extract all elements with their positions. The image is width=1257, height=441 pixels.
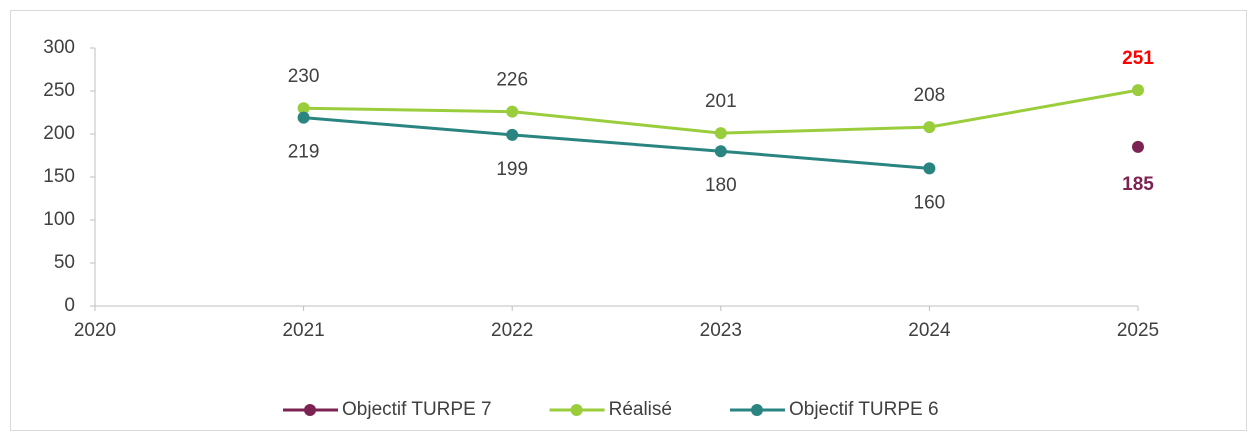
y-tick-label: 250 bbox=[43, 80, 75, 101]
point bbox=[1132, 140, 1144, 153]
legend-marker bbox=[570, 404, 583, 416]
y-tick-label: 200 bbox=[43, 123, 75, 144]
data-label: 219 bbox=[288, 142, 320, 163]
x-tick-label: 2022 bbox=[491, 320, 533, 341]
data-label: 201 bbox=[705, 91, 737, 112]
y-tick-label: 50 bbox=[54, 252, 75, 273]
x-tick-label: 2024 bbox=[908, 320, 951, 341]
data-label: 199 bbox=[496, 159, 528, 180]
legend-label: Objectif TURPE 6 bbox=[789, 399, 939, 420]
chart-border bbox=[10, 10, 1247, 431]
point bbox=[297, 102, 310, 115]
point bbox=[714, 127, 727, 140]
legend-marker bbox=[304, 404, 316, 416]
point bbox=[297, 111, 310, 124]
data-label: 160 bbox=[914, 192, 946, 213]
y-tick-label: 300 bbox=[43, 37, 75, 58]
data-label: 230 bbox=[288, 66, 320, 87]
data-label: 208 bbox=[914, 85, 946, 106]
point bbox=[714, 145, 727, 158]
data-label: 226 bbox=[496, 70, 528, 91]
legend-marker bbox=[750, 404, 763, 416]
x-tick-label: 2020 bbox=[74, 320, 116, 341]
data-label: 180 bbox=[705, 175, 737, 196]
legend-label: Réalisé bbox=[609, 399, 672, 420]
data-label: 185 bbox=[1122, 174, 1154, 195]
y-tick-label: 0 bbox=[64, 295, 75, 316]
data-label: 251 bbox=[1122, 48, 1154, 69]
point bbox=[506, 105, 519, 118]
x-tick-label: 2021 bbox=[282, 320, 324, 341]
y-tick-label: 100 bbox=[43, 209, 75, 230]
point bbox=[923, 121, 936, 134]
point bbox=[923, 162, 936, 175]
y-tick-label: 150 bbox=[43, 166, 75, 187]
point bbox=[1132, 84, 1144, 97]
x-tick-label: 2025 bbox=[1117, 320, 1159, 341]
series-line bbox=[303, 116, 930, 170]
x-tick-label: 2023 bbox=[700, 320, 742, 341]
legend-label: Objectif TURPE 7 bbox=[342, 399, 492, 420]
point bbox=[506, 128, 519, 141]
